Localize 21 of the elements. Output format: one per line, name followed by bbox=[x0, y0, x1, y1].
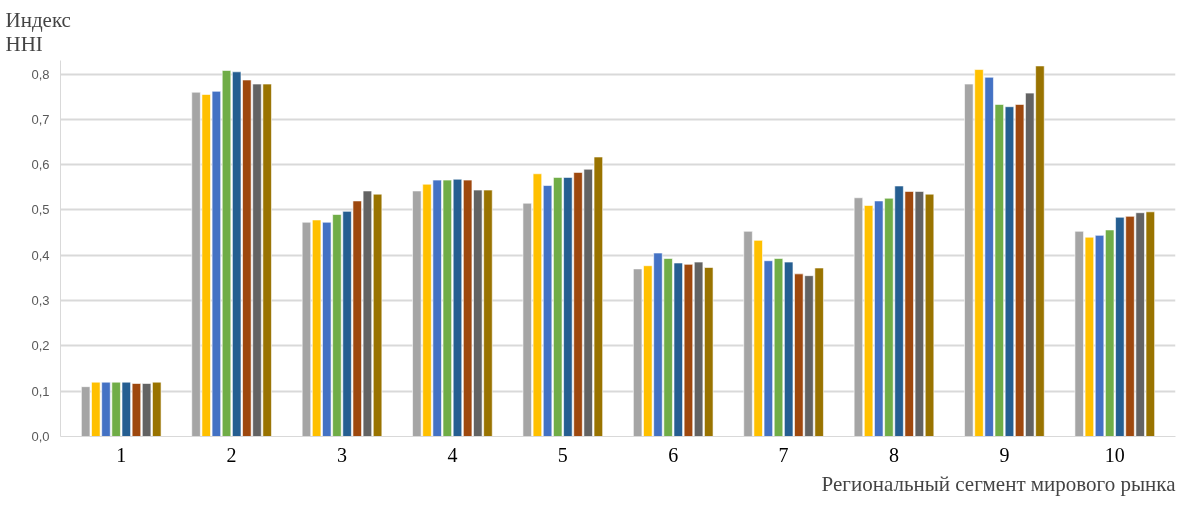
y-tick-label: 0,0 bbox=[31, 429, 50, 444]
x-tick-label: 6 bbox=[668, 443, 679, 466]
x-tick-label: 10 bbox=[1104, 443, 1125, 466]
x-tick-label: 8 bbox=[888, 443, 899, 466]
x-tick-label: 1 bbox=[116, 443, 127, 466]
y-tick-label: 0,6 bbox=[31, 157, 50, 173]
x-tick-label: 4 bbox=[447, 443, 458, 466]
y-axis-title: Индекс HHI bbox=[5, 7, 71, 56]
x-axis-title: Региональный сегмент мирового рынка bbox=[821, 471, 1177, 496]
y-tick-label: 0,7 bbox=[31, 111, 50, 127]
x-tick-label: 3 bbox=[337, 443, 348, 466]
y-tick-label: 0,2 bbox=[31, 338, 50, 354]
x-tick-label: 9 bbox=[999, 443, 1010, 466]
x-tick-label: 5 bbox=[557, 443, 568, 466]
y-tick-label: 0,1 bbox=[31, 383, 50, 399]
y-tick-label: 0,4 bbox=[31, 247, 50, 263]
y-tick-label: 0,8 bbox=[31, 66, 50, 82]
x-tick-label: 2 bbox=[226, 443, 237, 466]
y-tick-label: 0,5 bbox=[31, 202, 50, 218]
x-tick-label: 7 bbox=[778, 443, 789, 466]
y-tick-label: 0,3 bbox=[31, 293, 50, 309]
